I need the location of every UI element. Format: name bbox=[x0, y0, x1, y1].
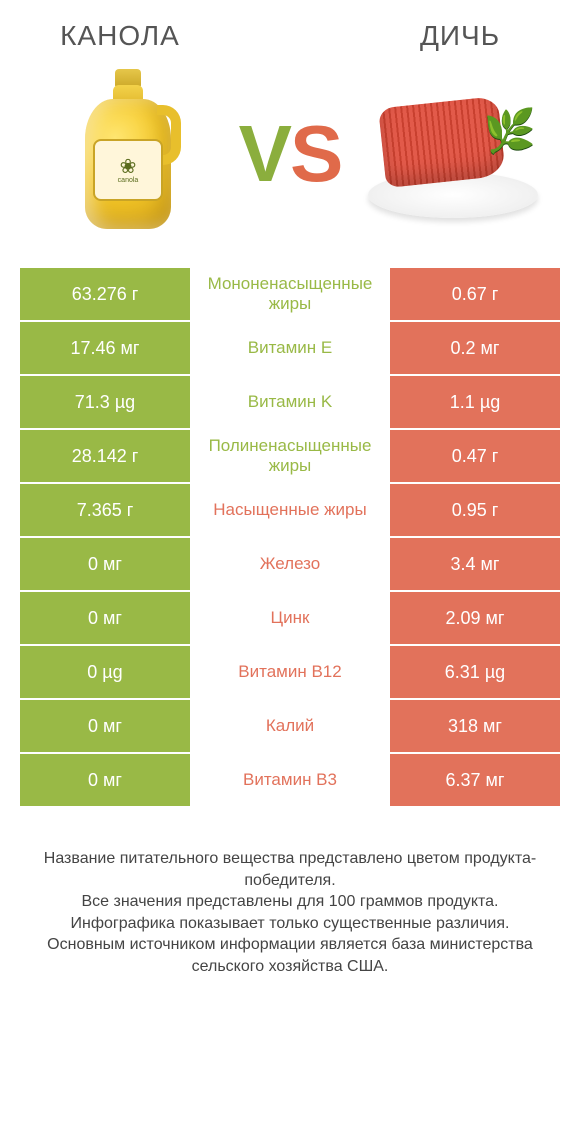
footer-line: Инфографика показывает только существенн… bbox=[28, 913, 552, 935]
right-product-image: 🌿 bbox=[362, 64, 542, 244]
footer-line: Все значения представлены для 100 граммо… bbox=[28, 891, 552, 913]
header: КАНОЛА ДИЧЬ bbox=[20, 20, 560, 52]
nutrient-label-cell: Витамин B3 bbox=[190, 754, 390, 806]
nutrient-label-cell: Насыщенные жиры bbox=[190, 484, 390, 536]
table-row: 0 мгЦинк2.09 мг bbox=[20, 592, 560, 646]
table-row: 0 мгКалий318 мг bbox=[20, 700, 560, 754]
table-row: 71.3 µgВитамин K1.1 µg bbox=[20, 376, 560, 430]
right-value-cell: 1.1 µg bbox=[390, 376, 560, 428]
nutrient-label-cell: Железо bbox=[190, 538, 390, 590]
footer-line: Название питательного вещества представл… bbox=[28, 848, 552, 891]
right-value-cell: 0.67 г bbox=[390, 268, 560, 320]
footer-line: Основным источником информации является … bbox=[28, 934, 552, 977]
left-value-cell: 71.3 µg bbox=[20, 376, 190, 428]
hero-row: ❀canola VS 🌿 bbox=[20, 64, 560, 244]
left-value-cell: 0 мг bbox=[20, 592, 190, 644]
right-value-cell: 0.95 г bbox=[390, 484, 560, 536]
infographic-container: КАНОЛА ДИЧЬ ❀canola VS 🌿 63.276 гМононен… bbox=[0, 0, 580, 988]
left-value-cell: 0 µg bbox=[20, 646, 190, 698]
left-product-title: КАНОЛА bbox=[20, 20, 220, 52]
left-value-cell: 0 мг bbox=[20, 538, 190, 590]
nutrient-label-cell: Мононенасыщенные жиры bbox=[190, 268, 390, 320]
table-row: 0 мгВитамин B36.37 мг bbox=[20, 754, 560, 808]
nutrient-label-cell: Витамин K bbox=[190, 376, 390, 428]
right-value-cell: 2.09 мг bbox=[390, 592, 560, 644]
table-row: 17.46 мгВитамин E0.2 мг bbox=[20, 322, 560, 376]
vs-label: VS bbox=[239, 114, 342, 194]
right-product-title: ДИЧЬ bbox=[360, 20, 560, 52]
canola-bottle-icon: ❀canola bbox=[73, 69, 183, 239]
right-value-cell: 6.37 мг bbox=[390, 754, 560, 806]
left-value-cell: 7.365 г bbox=[20, 484, 190, 536]
right-value-cell: 6.31 µg bbox=[390, 646, 560, 698]
footer-notes: Название питательного вещества представл… bbox=[20, 848, 560, 978]
right-value-cell: 0.2 мг bbox=[390, 322, 560, 374]
meat-icon: 🌿 bbox=[362, 84, 542, 224]
table-row: 63.276 гМононенасыщенные жиры0.67 г bbox=[20, 268, 560, 322]
table-row: 0 мгЖелезо3.4 мг bbox=[20, 538, 560, 592]
left-value-cell: 28.142 г bbox=[20, 430, 190, 482]
table-row: 0 µgВитамин B126.31 µg bbox=[20, 646, 560, 700]
nutrient-label-cell: Витамин B12 bbox=[190, 646, 390, 698]
left-value-cell: 0 мг bbox=[20, 754, 190, 806]
table-row: 28.142 гПолиненасыщенные жиры0.47 г bbox=[20, 430, 560, 484]
nutrient-label-cell: Цинк bbox=[190, 592, 390, 644]
vs-v: V bbox=[239, 109, 290, 198]
right-value-cell: 0.47 г bbox=[390, 430, 560, 482]
nutrient-label-cell: Калий bbox=[190, 700, 390, 752]
right-value-cell: 3.4 мг bbox=[390, 538, 560, 590]
left-product-image: ❀canola bbox=[38, 64, 218, 244]
left-value-cell: 0 мг bbox=[20, 700, 190, 752]
nutrient-label-cell: Витамин E bbox=[190, 322, 390, 374]
left-value-cell: 63.276 г bbox=[20, 268, 190, 320]
table-row: 7.365 гНасыщенные жиры0.95 г bbox=[20, 484, 560, 538]
left-value-cell: 17.46 мг bbox=[20, 322, 190, 374]
vs-s: S bbox=[290, 109, 341, 198]
right-value-cell: 318 мг bbox=[390, 700, 560, 752]
nutrient-label-cell: Полиненасыщенные жиры bbox=[190, 430, 390, 482]
comparison-table: 63.276 гМононенасыщенные жиры0.67 г17.46… bbox=[20, 268, 560, 808]
